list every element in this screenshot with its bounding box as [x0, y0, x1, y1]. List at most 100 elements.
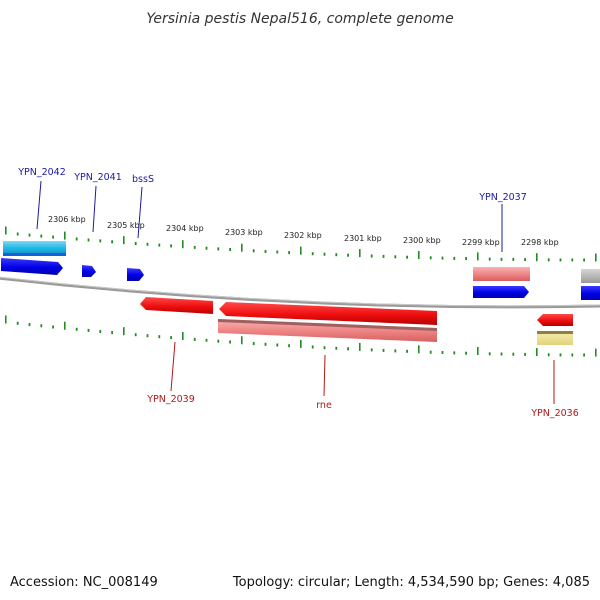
minor-tick: [252, 342, 255, 346]
minor-tick: [441, 256, 444, 260]
gene-label: rne: [316, 400, 332, 411]
minor-tick: [429, 350, 432, 354]
major-tick: [595, 253, 597, 262]
gene-bar-light-blue: [3, 241, 66, 255]
minor-tick: [347, 347, 349, 351]
minor-tick: [465, 257, 467, 261]
gene-bar-dark-edge: [218, 319, 437, 331]
feature-track-outer: [3, 241, 600, 283]
minor-tick: [158, 243, 161, 247]
major-tick: [418, 345, 420, 354]
minor-tick: [170, 336, 172, 340]
minor-tick: [75, 327, 78, 331]
minor-tick: [406, 349, 408, 353]
accession-text: Accession: NC_008149: [10, 575, 158, 590]
minor-tick: [229, 248, 231, 251]
callout-line: [36, 180, 42, 230]
minor-tick: [264, 342, 267, 346]
major-tick: [477, 252, 479, 261]
minor-tick: [52, 325, 54, 329]
feature-track-inner: [218, 319, 573, 345]
minor-tick: [583, 258, 585, 262]
label-callouts: [36, 180, 555, 404]
gene-arrow-reverse: [537, 314, 573, 326]
minor-tick: [217, 339, 220, 343]
minor-tick: [193, 337, 196, 341]
gene-bar-blue-edge: [3, 253, 66, 256]
major-tick: [300, 339, 302, 348]
minor-tick: [512, 257, 515, 261]
minor-tick: [16, 232, 19, 236]
genome-backbone: [0, 276, 600, 309]
major-tick: [595, 348, 597, 357]
gene-arrow-forward: [1, 258, 63, 275]
minor-tick: [40, 324, 43, 328]
minor-tick: [323, 252, 326, 256]
minor-tick: [288, 251, 290, 255]
minor-tick: [170, 244, 172, 248]
minor-tick: [488, 257, 491, 261]
callout-line: [323, 354, 326, 397]
gene-arrow-forward: [82, 265, 96, 277]
callout-line: [92, 185, 97, 233]
minor-tick: [28, 233, 31, 237]
gene-bar-light-red: [473, 267, 530, 281]
minor-tick: [264, 250, 267, 253]
minor-tick: [134, 333, 137, 337]
minor-tick: [87, 238, 90, 242]
inner-tick-track: [5, 315, 597, 357]
gene-arrow-forward: [127, 268, 144, 281]
minor-tick: [75, 237, 78, 241]
minor-tick: [217, 247, 220, 251]
minor-tick: [335, 253, 338, 257]
forward-strand-genes: [1, 258, 600, 300]
minor-tick: [311, 345, 314, 349]
minor-tick: [500, 257, 503, 261]
minor-tick: [193, 245, 196, 249]
minor-tick: [205, 246, 208, 250]
map-title: Yersinia pestis Nepal516, complete genom…: [146, 11, 453, 27]
scale-label: 2302 kbp: [284, 231, 322, 240]
minor-tick: [87, 328, 90, 332]
gene-arrow-reverse: [219, 302, 437, 325]
gene-label: YPN_2037: [478, 192, 527, 203]
genome-summary-text: Topology: circular; Length: 4,534,590 bp…: [232, 575, 590, 590]
callout-line: [170, 341, 176, 392]
minor-tick: [370, 348, 373, 352]
minor-tick: [134, 242, 137, 245]
minor-tick: [276, 250, 279, 254]
minor-tick: [40, 234, 43, 238]
minor-tick: [229, 340, 231, 344]
minor-tick: [99, 330, 102, 333]
gene-label: YPN_2041: [73, 172, 122, 183]
scale-label: 2301 kbp: [344, 234, 382, 243]
major-tick: [241, 336, 243, 345]
minor-tick: [146, 334, 149, 338]
minor-tick: [571, 258, 574, 262]
gene-arrow-forward: [581, 286, 600, 300]
minor-tick: [16, 321, 19, 325]
minor-tick: [288, 344, 290, 348]
gene-labels: YPN_2042 YPN_2041 bssS YPN_2037 YPN_2039…: [17, 167, 579, 419]
scale-label: 2306 kbp: [48, 215, 86, 224]
major-tick: [359, 342, 361, 351]
minor-tick: [99, 239, 102, 243]
major-tick: [123, 236, 125, 245]
scale-label: 2305 kbp: [107, 221, 145, 230]
major-tick: [5, 315, 7, 324]
minor-tick: [335, 346, 338, 350]
minor-tick: [382, 348, 385, 352]
minor-tick: [559, 353, 562, 357]
major-tick: [241, 243, 243, 252]
gene-bar-light-red: [218, 319, 437, 342]
minor-tick: [524, 258, 526, 262]
minor-tick: [441, 351, 444, 354]
genome-backbone-highlight: [0, 276, 600, 307]
minor-tick: [453, 256, 456, 260]
minor-tick: [583, 353, 585, 357]
minor-tick: [382, 254, 385, 258]
gene-bar-gray: [581, 269, 600, 283]
major-tick: [64, 321, 66, 330]
scale-label: 2298 kbp: [521, 238, 559, 247]
